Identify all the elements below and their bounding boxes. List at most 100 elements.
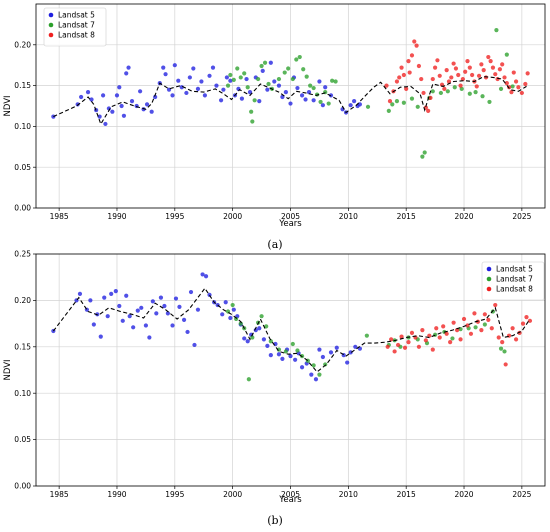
data-point	[293, 357, 298, 362]
data-point	[150, 299, 155, 304]
data-point	[79, 94, 84, 100]
data-point	[385, 344, 390, 349]
data-point	[323, 362, 328, 367]
legend-marker	[486, 266, 492, 272]
data-point	[320, 354, 325, 360]
data-point	[113, 289, 118, 294]
data-point	[85, 90, 91, 95]
data-point	[245, 85, 250, 90]
data-point	[387, 99, 393, 104]
x-tick-label: 2025	[512, 490, 531, 499]
data-point	[311, 98, 316, 103]
legend-label: Landsat 7	[58, 21, 95, 30]
panel-caption: (a)	[267, 238, 282, 251]
data-point	[299, 365, 305, 370]
data-point	[294, 57, 299, 62]
data-point	[257, 326, 262, 331]
data-point	[306, 90, 312, 95]
data-point	[234, 316, 239, 322]
data-point	[496, 335, 501, 340]
data-point	[144, 102, 150, 107]
data-point	[441, 324, 446, 329]
y-axis-title: NDVI	[3, 359, 13, 380]
data-point	[97, 114, 102, 119]
data-point	[317, 79, 322, 84]
data-point	[479, 62, 484, 67]
data-point	[225, 83, 231, 88]
data-point	[147, 335, 152, 340]
data-point	[261, 337, 266, 342]
data-point	[276, 76, 282, 82]
data-point	[117, 85, 122, 90]
data-point	[364, 333, 369, 338]
data-point	[268, 60, 273, 65]
data-point	[290, 76, 295, 82]
data-point	[252, 98, 257, 103]
x-tick-label: 2025	[512, 212, 531, 221]
data-point	[482, 322, 487, 327]
data-point	[458, 83, 463, 88]
data-point	[520, 321, 526, 326]
data-point	[239, 96, 245, 101]
data-point	[280, 356, 285, 361]
data-point	[502, 75, 507, 80]
data-point	[260, 68, 265, 74]
data-point	[105, 314, 110, 319]
data-point	[191, 66, 196, 71]
data-point	[103, 121, 108, 127]
data-point	[420, 154, 425, 159]
data-point	[450, 336, 455, 341]
data-point	[456, 72, 461, 78]
data-point	[89, 97, 94, 102]
data-point	[394, 99, 400, 104]
x-tick-label: 1990	[107, 490, 126, 499]
data-point	[422, 150, 427, 155]
data-point	[259, 63, 264, 69]
data-point	[409, 330, 415, 335]
data-point	[421, 90, 426, 96]
data-point	[124, 71, 129, 76]
data-point	[467, 65, 472, 70]
data-point	[158, 295, 164, 300]
data-point	[488, 59, 493, 64]
data-point	[299, 93, 305, 98]
data-point	[177, 304, 182, 309]
data-point	[231, 77, 236, 82]
data-point	[161, 65, 166, 70]
x-tick-label: 2020	[454, 490, 473, 499]
data-point	[246, 377, 251, 382]
data-point	[452, 85, 457, 90]
data-point	[223, 300, 228, 305]
data-point	[235, 66, 240, 71]
data-point	[399, 65, 404, 70]
y-tick-label: 0.25	[14, 250, 31, 259]
data-point	[170, 323, 175, 328]
data-point	[333, 79, 338, 84]
data-point	[245, 339, 250, 344]
data-point	[416, 63, 422, 69]
y-tick-label: 0.00	[14, 482, 31, 491]
data-point	[334, 345, 339, 350]
x-tick-label: 2000	[223, 212, 242, 221]
data-point	[348, 103, 353, 108]
data-point	[384, 83, 389, 88]
data-point	[434, 326, 439, 331]
data-point	[309, 372, 314, 377]
data-point	[308, 83, 313, 88]
data-point	[187, 75, 192, 80]
data-point	[448, 340, 453, 345]
data-point	[143, 323, 148, 328]
data-point	[131, 325, 136, 330]
data-point	[127, 314, 132, 319]
data-point	[154, 311, 159, 316]
data-point	[114, 93, 120, 98]
y-tick-label: 0.10	[14, 389, 31, 398]
data-point	[438, 90, 443, 96]
data-point	[247, 90, 253, 95]
data-point	[221, 87, 226, 92]
panel-caption: (b)	[267, 514, 283, 527]
data-point	[283, 90, 288, 95]
data-point	[500, 62, 505, 67]
